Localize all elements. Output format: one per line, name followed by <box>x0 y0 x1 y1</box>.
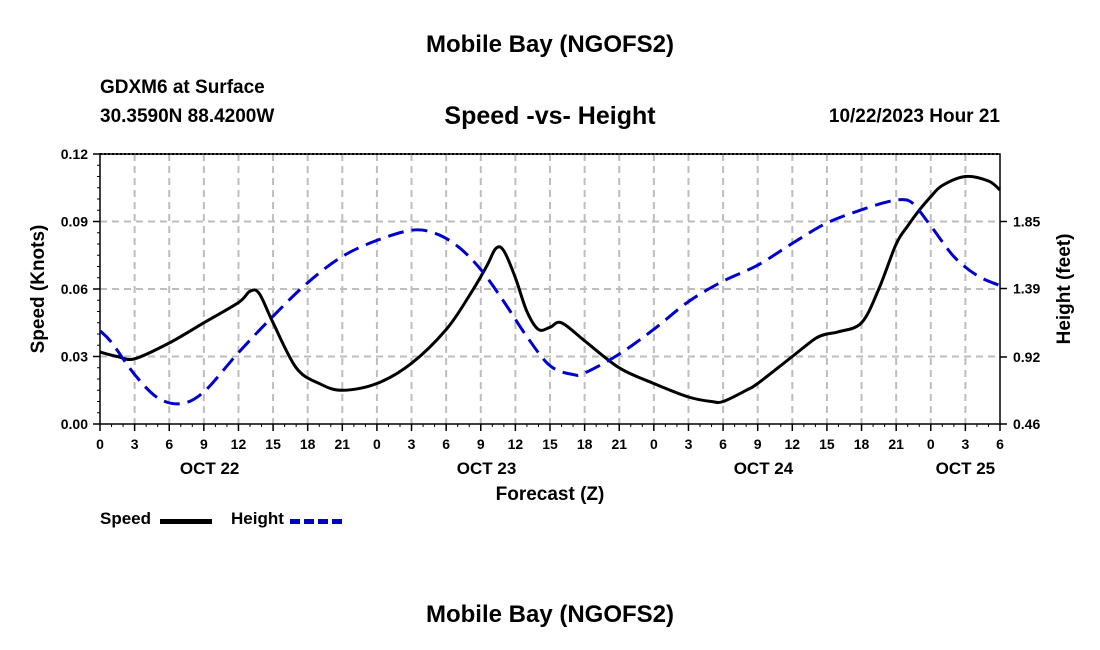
station-label: GDXM6 at Surface <box>100 77 265 98</box>
x-tick-label: 6 <box>996 436 1004 452</box>
x-tick-label: 12 <box>785 436 801 452</box>
x-tick-label: 18 <box>300 436 316 452</box>
page-title-bottom: Mobile Bay (NGOFS2) <box>425 601 675 628</box>
location-label: 30.3590N 88.4200W <box>100 106 275 127</box>
x-tick-label: 3 <box>961 436 969 452</box>
x-tick-label: 21 <box>335 436 351 452</box>
grid-layer <box>100 154 1000 424</box>
x-tick-label: 21 <box>888 436 904 452</box>
datetime-label: 10/22/2023 Hour 21 <box>828 106 1000 127</box>
x-tick-label: 9 <box>477 436 485 452</box>
page-title-top: Mobile Bay (NGOFS2) <box>425 31 675 58</box>
y-tick-label-left: 0.12 <box>61 146 88 162</box>
axis-layer <box>93 153 1007 431</box>
x-tick-label: 0 <box>373 436 381 452</box>
x-tick-label: 3 <box>685 436 693 452</box>
legend-speed-label: Speed <box>100 509 152 528</box>
x-tick-label: 21 <box>611 436 627 452</box>
chart-subtitle: Speed -vs- Height <box>444 102 656 130</box>
y-tick-label-left: 0.03 <box>61 349 88 365</box>
y-axis-title-left: Speed (Knots) <box>28 225 49 354</box>
y-tick-label-left: 0.00 <box>61 416 88 432</box>
y-tick-label-left: 0.09 <box>61 214 88 230</box>
x-tick-label: 18 <box>577 436 593 452</box>
date-label: OCT 25 <box>936 459 996 478</box>
x-tick-label: 12 <box>508 436 524 452</box>
x-tick-label: 0 <box>927 436 935 452</box>
date-label: OCT 22 <box>180 459 240 478</box>
x-tick-label: 15 <box>265 436 281 452</box>
x-tick-label: 6 <box>442 436 450 452</box>
y-tick-label-left: 0.06 <box>61 281 88 297</box>
x-tick-label: 3 <box>131 436 139 452</box>
series-line-speed <box>99 174 1001 405</box>
x-tick-label: 9 <box>200 436 208 452</box>
legend-height-label: Height <box>231 509 284 528</box>
y-axis-title-right: Height (feet) <box>1054 234 1075 345</box>
y-tick-label-right: 1.39 <box>1013 281 1040 297</box>
x-tick-label: 0 <box>650 436 658 452</box>
date-label: OCT 24 <box>734 459 794 478</box>
label-layer: 0 3 6 9 12 15 18 21 0 3 6 9 12 15 18 21 0 3 6 9 12 15 18 21 0 3 6O… <box>28 146 1075 505</box>
x-tick-label: 15 <box>819 436 835 452</box>
date-label: OCT 23 <box>457 459 517 478</box>
series-line-height <box>98 198 1001 406</box>
x-tick-label: 15 <box>542 436 558 452</box>
x-tick-label: 6 <box>165 436 173 452</box>
x-tick-label: 6 <box>719 436 727 452</box>
x-tick-label: 18 <box>854 436 870 452</box>
series-layer <box>98 174 1001 406</box>
y-tick-label-right: 0.46 <box>1013 416 1040 432</box>
x-tick-label: 9 <box>754 436 762 452</box>
y-tick-label-right: 0.92 <box>1013 349 1040 365</box>
x-tick-label: 12 <box>231 436 247 452</box>
x-axis-title: Forecast (Z) <box>496 484 605 505</box>
x-tick-label: 3 <box>408 436 416 452</box>
x-tick-label: 0 <box>96 436 104 452</box>
y-tick-label-right: 1.85 <box>1013 214 1040 230</box>
legend-height-line <box>290 519 342 524</box>
legend-speed-line <box>160 519 212 524</box>
speed-height-chart: 0 3 6 9 12 15 18 21 0 3 6 9 12 15 18 21 0 3 6 9 12 15 18 21 0 3 6O… <box>28 146 1075 505</box>
